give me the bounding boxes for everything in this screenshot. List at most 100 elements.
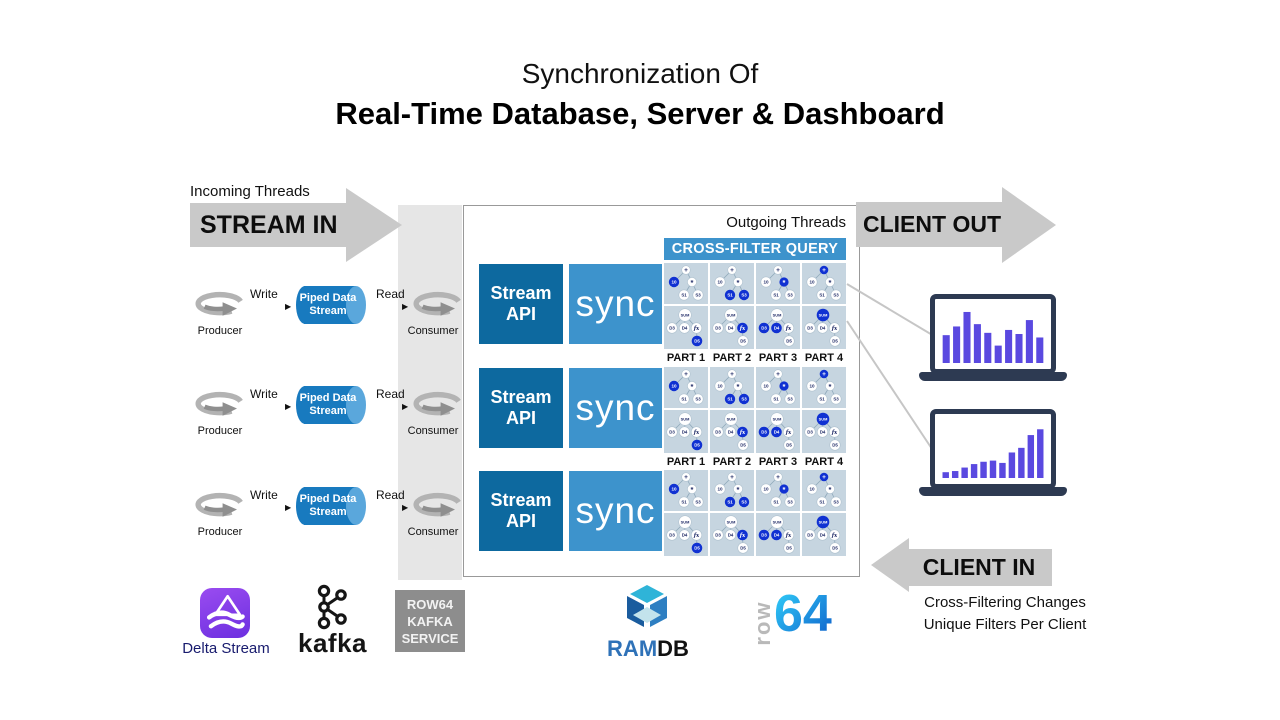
kafka-logo-icon bbox=[317, 584, 347, 630]
svg-text:fx: fx bbox=[693, 326, 700, 332]
stream-api-line1: Stream bbox=[490, 490, 552, 510]
producer-cycle-icon bbox=[195, 493, 243, 517]
svg-text:D4: D4 bbox=[728, 430, 734, 435]
svg-text:SUM: SUM bbox=[681, 519, 690, 524]
svg-text:D3: D3 bbox=[715, 430, 721, 435]
svg-text:+: + bbox=[822, 474, 826, 481]
client-out-arrow-label: CLIENT OUT bbox=[863, 211, 1001, 237]
svg-text:SUM: SUM bbox=[773, 416, 782, 421]
svg-text:SUM: SUM bbox=[819, 519, 828, 524]
laptop-1 bbox=[919, 294, 1067, 381]
expression-tree-bottom: SUM D3 D4 fx D5 bbox=[756, 513, 800, 556]
read-label: Read bbox=[376, 488, 405, 502]
part-cell: +10 * S1 S3 bbox=[710, 263, 754, 309]
part-cell: SUM D3 D4 fx D5 bbox=[710, 410, 754, 458]
svg-text:SUM: SUM bbox=[681, 312, 690, 317]
svg-text:S3: S3 bbox=[741, 293, 747, 298]
sync-block: sync bbox=[569, 471, 662, 551]
svg-text:fx: fx bbox=[831, 533, 838, 539]
cylinder-shape bbox=[296, 286, 366, 324]
write-arrow-icon: ▶ bbox=[285, 503, 292, 512]
expression-tree-bottom: SUM D3 D4 fx D5 bbox=[802, 306, 846, 349]
svg-text:*: * bbox=[783, 278, 786, 287]
svg-text:*: * bbox=[737, 382, 740, 391]
svg-text:10: 10 bbox=[717, 384, 723, 389]
svg-text:D4: D4 bbox=[682, 326, 688, 331]
svg-text:10: 10 bbox=[809, 384, 815, 389]
svg-text:SUM: SUM bbox=[773, 312, 782, 317]
svg-text:D4: D4 bbox=[774, 430, 780, 435]
svg-text:D5: D5 bbox=[786, 339, 792, 344]
svg-text:S3: S3 bbox=[695, 500, 701, 505]
svg-text:+: + bbox=[684, 474, 688, 481]
sync-label: sync bbox=[575, 490, 656, 531]
svg-text:D4: D4 bbox=[820, 533, 826, 538]
svg-text:+: + bbox=[776, 474, 780, 481]
laptop-2-screen bbox=[930, 409, 1056, 489]
ramdb-ram-text: RAM bbox=[607, 636, 658, 661]
part-cell: +10 * S1 S3 bbox=[802, 470, 846, 516]
svg-text:*: * bbox=[783, 485, 786, 494]
piped-data-stream-cylinder: Piped Data Stream bbox=[295, 286, 367, 324]
part-label: PART 3 bbox=[758, 352, 798, 364]
bar-chart-2 bbox=[942, 429, 1044, 478]
svg-text:fx: fx bbox=[831, 326, 838, 332]
svg-text:*: * bbox=[691, 382, 694, 391]
part-cell: SUM D3 D4 fx D5 bbox=[710, 513, 754, 561]
delta-stream-logo-icon bbox=[200, 588, 250, 638]
svg-text:fx: fx bbox=[785, 533, 792, 539]
svg-text:S3: S3 bbox=[833, 500, 839, 505]
svg-text:S3: S3 bbox=[833, 397, 839, 402]
part-cell: SUM D3 D4 fx D5 bbox=[756, 306, 800, 354]
stream-api-line1: Stream bbox=[490, 387, 552, 407]
pipeline-row: Producer Write ▶ Piped Data Stream Read … bbox=[188, 383, 464, 445]
part-cell: SUM D3 D4 fx D5 bbox=[802, 306, 846, 354]
svg-text:fx: fx bbox=[785, 326, 792, 332]
stream-api-block: Stream API bbox=[479, 471, 563, 551]
pipeline-row: Producer Write ▶ Piped Data Stream Read … bbox=[188, 484, 464, 546]
svg-text:D3: D3 bbox=[715, 326, 721, 331]
svg-text:+: + bbox=[730, 267, 734, 274]
producer-label: Producer bbox=[197, 526, 243, 538]
laptop-2-base bbox=[919, 487, 1067, 496]
part-cell: +10 * S1 S3 bbox=[756, 367, 800, 413]
expression-tree-top: +10 * S1 S3 bbox=[756, 367, 800, 408]
svg-text:S1: S1 bbox=[727, 293, 733, 298]
expression-tree-bottom: SUM D3 D4 fx D5 bbox=[710, 513, 754, 556]
part-cell: SUM D3 D4 fx D5 bbox=[802, 410, 846, 458]
stream-api-line2: API bbox=[505, 408, 536, 428]
read-arrow-icon: ▶ bbox=[402, 302, 409, 311]
part-label: PART 1 bbox=[666, 352, 706, 364]
svg-text:S1: S1 bbox=[819, 397, 825, 402]
read-arrow-icon: ▶ bbox=[402, 402, 409, 411]
svg-text:+: + bbox=[776, 371, 780, 378]
server-box: Outgoing Threads CROSS-FILTER QUERY Stre… bbox=[463, 205, 860, 577]
svg-text:S1: S1 bbox=[773, 293, 779, 298]
svg-text:fx: fx bbox=[785, 430, 792, 436]
svg-text:*: * bbox=[691, 485, 694, 494]
svg-text:SUM: SUM bbox=[819, 416, 828, 421]
consumer-cycle-icon bbox=[413, 292, 461, 316]
pipe-label-line1: Piped Data bbox=[299, 292, 357, 304]
client-in-arrowhead-icon bbox=[868, 538, 909, 592]
expression-tree-bottom: SUM D3 D4 fx D5 bbox=[802, 513, 846, 556]
svg-text:+: + bbox=[684, 371, 688, 378]
svg-text:10: 10 bbox=[671, 280, 677, 285]
svg-text:10: 10 bbox=[763, 487, 769, 492]
svg-text:D3: D3 bbox=[761, 430, 767, 435]
delta-stream-label: Delta Stream bbox=[182, 640, 270, 657]
svg-text:10: 10 bbox=[717, 487, 723, 492]
expression-tree-top: +10 * S1 S3 bbox=[710, 367, 754, 408]
svg-text:S3: S3 bbox=[787, 293, 793, 298]
ramdb-label: RAMDB bbox=[606, 636, 690, 662]
svg-text:S3: S3 bbox=[787, 500, 793, 505]
svg-text:SUM: SUM bbox=[681, 416, 690, 421]
svg-text:10: 10 bbox=[809, 280, 815, 285]
cross-filter-query-header: CROSS-FILTER QUERY bbox=[664, 238, 846, 260]
piped-data-stream-cylinder: Piped Data Stream bbox=[295, 487, 367, 525]
svg-text:D5: D5 bbox=[740, 443, 746, 448]
svg-text:D5: D5 bbox=[740, 546, 746, 551]
svg-text:10: 10 bbox=[809, 487, 815, 492]
part-cell: +10 * S1 S3 bbox=[756, 470, 800, 516]
svg-text:fx: fx bbox=[693, 533, 700, 539]
